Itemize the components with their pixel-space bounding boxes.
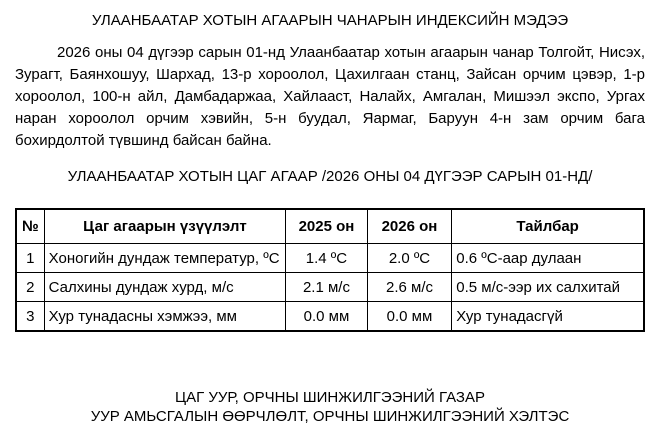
col-header-indicator: Цаг агаарын үзүүлэлт (43, 208, 287, 244)
air-quality-summary-paragraph: 2026 оны 04 дүгээр сарын 01-нд Улаанбаат… (15, 44, 645, 149)
document-title: УЛААНБААТАР ХОТЫН АГААРЫН ЧАНАРЫН ИНДЕКС… (91, 12, 569, 29)
cell-remark: 0.5 м/с-ээр их салхитай (451, 272, 645, 302)
cell-value-2025: 1.4 ºС (285, 243, 368, 273)
cell-value-2026: 2.6 м/с (366, 272, 453, 302)
table-row: 3 Хур тунадасны хэмжээ, мм 0.0 мм 0.0 мм… (15, 301, 645, 332)
col-header-2026: 2026 он (366, 208, 453, 244)
footer-agency-line2: УУР АМЬСГАЛЫН ӨӨРЧЛӨЛТ, ОРЧНЫ ШИНЖИЛГЭЭН… (90, 408, 570, 425)
cell-indicator: Хур тунадасны хэмжээ, мм (43, 301, 287, 332)
cell-value-2025: 2.1 м/с (285, 272, 368, 302)
footer-agency-block: ЦАГ УУР, ОРЧНЫ ШИНЖИЛГЭЭНИЙ ГАЗАР УУР АМ… (15, 388, 645, 426)
table-row: 1 Хоногийн дундаж температур, ºС 1.4 ºС … (15, 243, 645, 273)
table-row: 2 Салхины дундаж хурд, м/с 2.1 м/с 2.6 м… (15, 272, 645, 302)
col-header-number: № (15, 208, 45, 244)
cell-indicator: Хоногийн дундаж температур, ºС (43, 243, 287, 273)
footer-agency-line1: ЦАГ УУР, ОРЧНЫ ШИНЖИЛГЭЭНИЙ ГАЗАР (174, 389, 485, 406)
cell-remark: 0.6 ºС-аар дулаан (451, 243, 645, 273)
table-header-row: № Цаг агаарын үзүүлэлт 2025 он 2026 он Т… (15, 208, 645, 244)
cell-value-2026: 0.0 мм (366, 301, 453, 332)
cell-indicator: Салхины дундаж хурд, м/с (43, 272, 287, 302)
cell-remark: Хур тунадасгүй (451, 301, 645, 332)
weather-section-title: УЛААНБААТАР ХОТЫН ЦАГ АГААР /2026 ОНЫ 04… (67, 168, 593, 185)
cell-row-number: 3 (15, 301, 45, 332)
weather-comparison-table: № Цаг агаарын үзүүлэлт 2025 он 2026 он Т… (15, 208, 645, 332)
cell-value-2026: 2.0 ºС (366, 243, 453, 273)
col-header-2025: 2025 он (285, 208, 368, 244)
cell-value-2025: 0.0 мм (285, 301, 368, 332)
cell-row-number: 1 (15, 243, 45, 273)
cell-row-number: 2 (15, 272, 45, 302)
col-header-remark: Тайлбар (451, 208, 645, 244)
